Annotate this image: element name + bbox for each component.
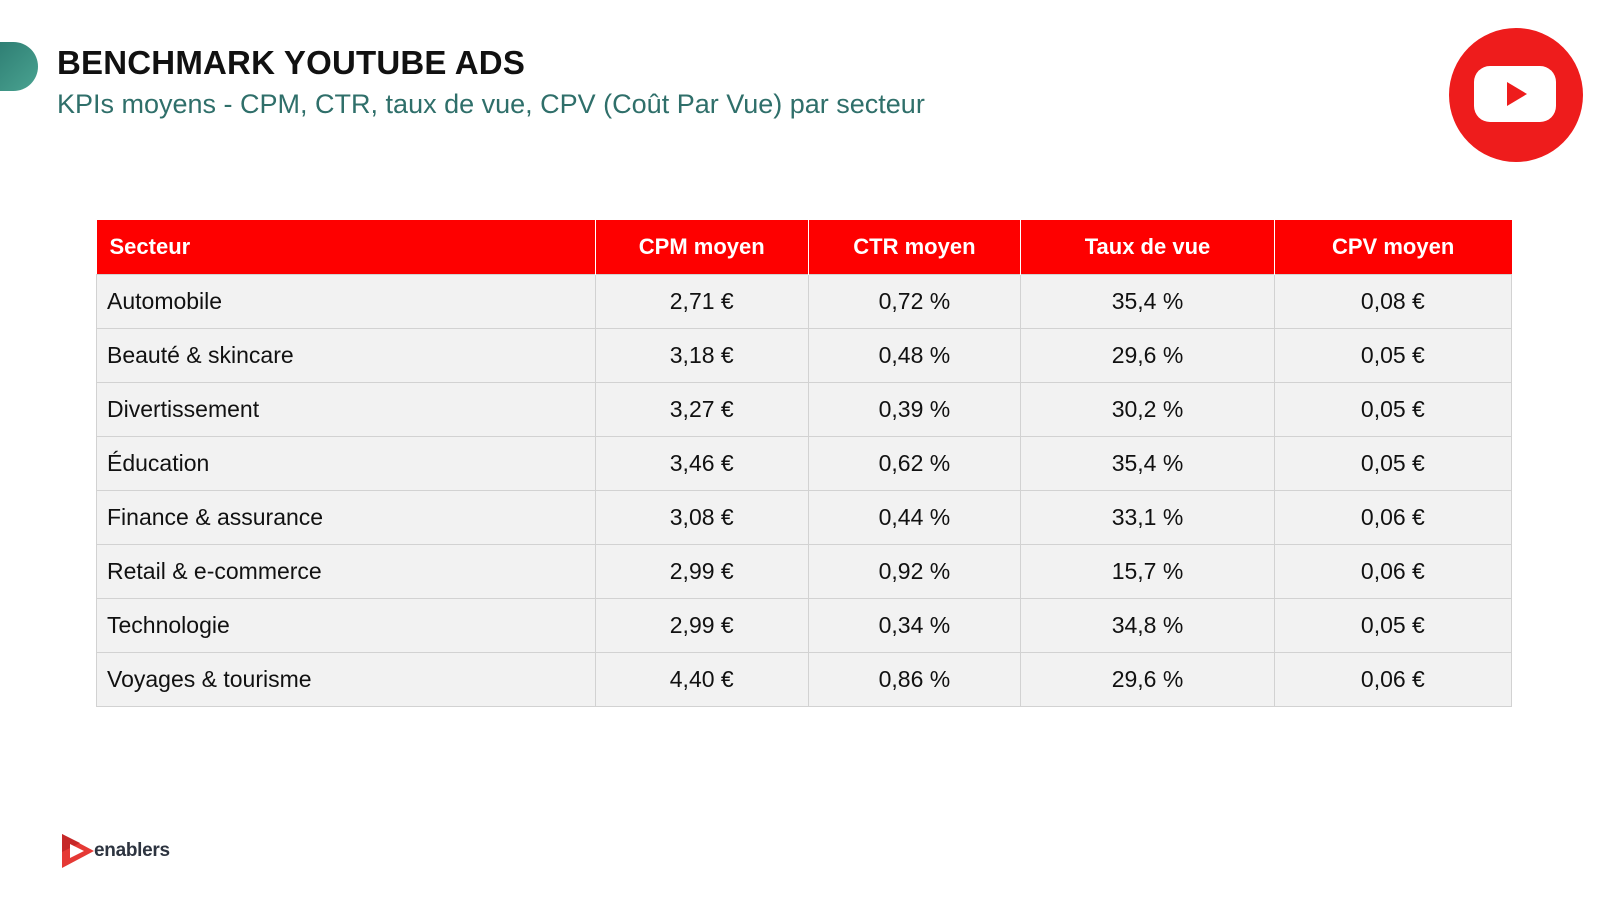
cell-ctr: 0,44 % xyxy=(807,489,1022,545)
enablers-play-icon xyxy=(62,834,94,868)
brand-name: enablers xyxy=(94,840,170,861)
cell-cpm: 3,46 € xyxy=(594,435,809,491)
cell-cpm: 3,18 € xyxy=(594,327,809,383)
accent-tab xyxy=(0,42,38,91)
cell-taux-de-vue: 29,6 % xyxy=(1020,327,1275,383)
cell-ctr: 0,62 % xyxy=(807,435,1022,491)
table-row: Beauté & skincare 3,18 € 0,48 % 29,6 % 0… xyxy=(96,327,1513,383)
table-row: Finance & assurance 3,08 € 0,44 % 33,1 %… xyxy=(96,489,1513,545)
cell-cpm: 4,40 € xyxy=(594,651,809,707)
table-row: Automobile 2,71 € 0,72 % 35,4 % 0,08 € xyxy=(96,273,1513,329)
cell-cpm: 2,71 € xyxy=(594,273,809,329)
cell-cpv: 0,06 € xyxy=(1273,651,1513,707)
benchmark-table: Secteur CPM moyen CTR moyen Taux de vue … xyxy=(96,220,1513,707)
page-title: BENCHMARK YOUTUBE ADS xyxy=(57,44,526,81)
table-row: Éducation 3,46 € 0,62 % 35,4 % 0,05 € xyxy=(96,435,1513,491)
cell-cpv: 0,06 € xyxy=(1273,543,1513,599)
cell-cpv: 0,05 € xyxy=(1273,435,1513,491)
table-row: Retail & e-commerce 2,99 € 0,92 % 15,7 %… xyxy=(96,543,1513,599)
cell-cpm: 2,99 € xyxy=(594,597,809,653)
cell-secteur: Beauté & skincare xyxy=(96,327,596,383)
cell-ctr: 0,48 % xyxy=(807,327,1022,383)
cell-cpv: 0,05 € xyxy=(1273,327,1513,383)
cell-cpv: 0,05 € xyxy=(1273,381,1513,437)
cell-ctr: 0,34 % xyxy=(807,597,1022,653)
cell-taux-de-vue: 15,7 % xyxy=(1020,543,1275,599)
cell-secteur: Éducation xyxy=(96,435,596,491)
cell-secteur: Divertissement xyxy=(96,381,596,437)
cell-cpv: 0,05 € xyxy=(1273,597,1513,653)
cell-cpm: 3,27 € xyxy=(594,381,809,437)
cell-secteur: Technologie xyxy=(96,597,596,653)
table-header-row: Secteur CPM moyen CTR moyen Taux de vue … xyxy=(96,220,1512,274)
table-row: Voyages & tourisme 4,40 € 0,86 % 29,6 % … xyxy=(96,651,1513,707)
cell-taux-de-vue: 33,1 % xyxy=(1020,489,1275,545)
cell-taux-de-vue: 34,8 % xyxy=(1020,597,1275,653)
brand-logo: enablers xyxy=(60,832,170,870)
cell-cpm: 2,99 € xyxy=(594,543,809,599)
youtube-logo-icon xyxy=(1449,28,1583,162)
header-secteur: Secteur xyxy=(96,220,596,274)
cell-taux-de-vue: 30,2 % xyxy=(1020,381,1275,437)
cell-taux-de-vue: 29,6 % xyxy=(1020,651,1275,707)
cell-cpv: 0,06 € xyxy=(1273,489,1513,545)
cell-secteur: Automobile xyxy=(96,273,596,329)
cell-ctr: 0,72 % xyxy=(807,273,1022,329)
benchmark-table-container: Secteur CPM moyen CTR moyen Taux de vue … xyxy=(96,220,1513,707)
table-row: Technologie 2,99 € 0,34 % 34,8 % 0,05 € xyxy=(96,597,1513,653)
header-taux-de-vue: Taux de vue xyxy=(1020,220,1275,274)
cell-secteur: Voyages & tourisme xyxy=(96,651,596,707)
cell-secteur: Retail & e-commerce xyxy=(96,543,596,599)
header-ctr: CTR moyen xyxy=(808,220,1022,274)
cell-taux-de-vue: 35,4 % xyxy=(1020,273,1275,329)
cell-ctr: 0,39 % xyxy=(807,381,1022,437)
cell-secteur: Finance & assurance xyxy=(96,489,596,545)
cell-taux-de-vue: 35,4 % xyxy=(1020,435,1275,491)
header-cpv: CPV moyen xyxy=(1274,220,1512,274)
header-cpm: CPM moyen xyxy=(595,220,809,274)
cell-ctr: 0,86 % xyxy=(807,651,1022,707)
cell-ctr: 0,92 % xyxy=(807,543,1022,599)
cell-cpv: 0,08 € xyxy=(1273,273,1513,329)
page-subtitle: KPIs moyens - CPM, CTR, taux de vue, CPV… xyxy=(57,89,925,119)
cell-cpm: 3,08 € xyxy=(594,489,809,545)
table-row: Divertissement 3,27 € 0,39 % 30,2 % 0,05… xyxy=(96,381,1513,437)
